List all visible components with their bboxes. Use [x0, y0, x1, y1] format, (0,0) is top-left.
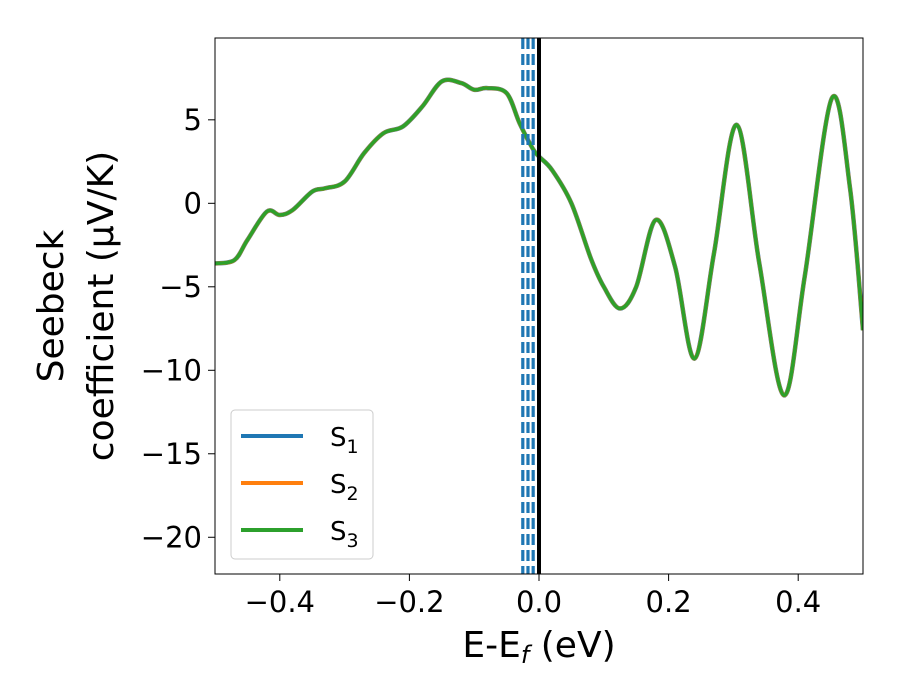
y-tick-label: −5 [159, 270, 202, 304]
y-tick-label: −15 [141, 437, 202, 471]
y-tick-label: 5 [184, 103, 202, 137]
y-tick-label: −20 [141, 520, 202, 554]
svg-text:Seebeck: Seebeck [31, 229, 72, 382]
x-tick-label: 0.0 [516, 585, 562, 619]
y-tick-label: 0 [184, 186, 202, 220]
y-axis-label: Seebeck coefficient (μV/K) [31, 151, 122, 461]
legend-label-s3: S3 [330, 517, 359, 552]
legend: S1 S2 S3 [230, 409, 374, 560]
x-tick-label: −0.4 [245, 585, 315, 619]
legend-label-s2: S2 [330, 470, 359, 505]
x-tick-label: 0.4 [775, 585, 821, 619]
y-tick-label: −10 [141, 353, 202, 387]
legend-label-s1: S1 [330, 423, 359, 458]
svg-text:coefficient (μV/K): coefficient (μV/K) [81, 151, 122, 461]
x-tick-label: 0.2 [646, 585, 692, 619]
x-axis-label: E-Ef (eV) [462, 625, 615, 669]
x-tick-label: −0.2 [374, 585, 444, 619]
series-line-s3 [215, 78, 863, 398]
